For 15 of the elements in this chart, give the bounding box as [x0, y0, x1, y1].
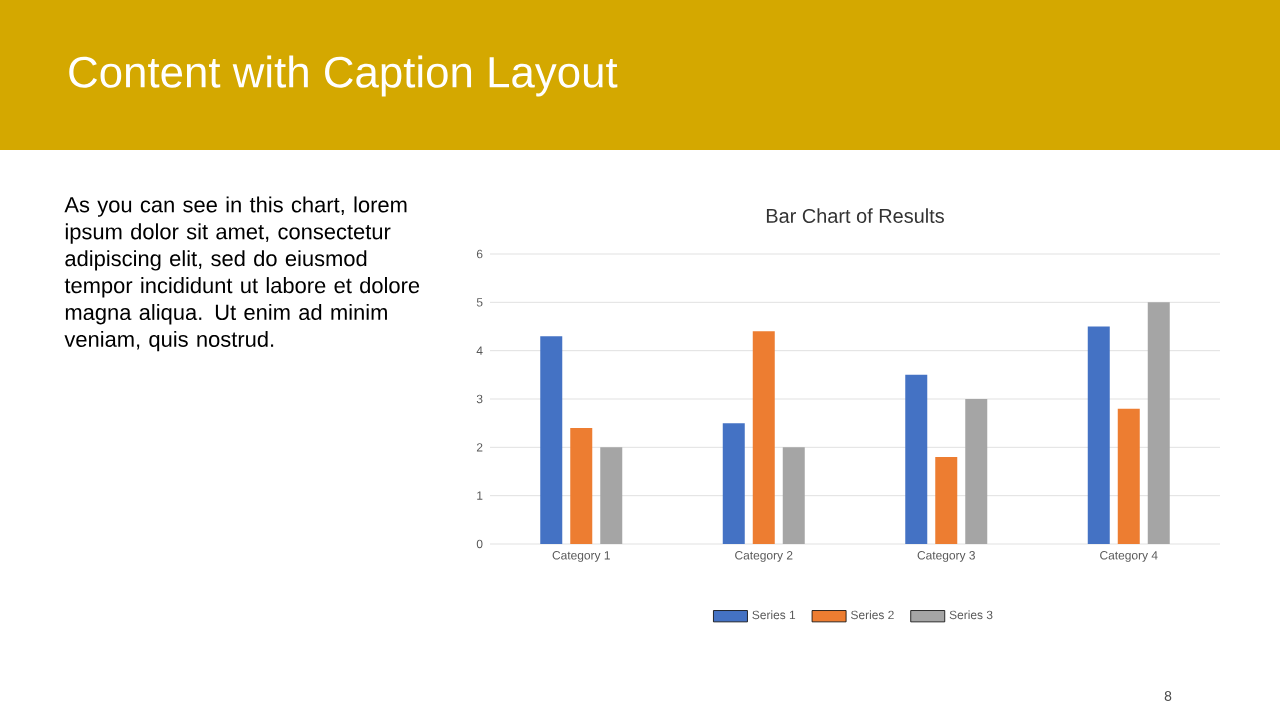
bar: [965, 399, 988, 544]
text: As you can see in this chart, lorem ipsum dolor sit amet, consectetur adipiscing elit, sed do eiusmod tempor incididunt ut labore et dolore magna aliqua. Ut enim ad minim veniam, quis nostrud.: [64, 196, 420, 352]
bar: [600, 447, 623, 544]
text: Content with Caption Layout: [69, 55, 618, 97]
bar: [752, 331, 775, 544]
bar: [722, 423, 745, 544]
bar: [905, 374, 928, 544]
bar: [935, 457, 958, 544]
bar: [540, 336, 563, 544]
bar: [1087, 326, 1110, 544]
chart-title: Bar Chart of Results: [766, 208, 944, 223]
bar: [570, 428, 593, 544]
bar: [782, 447, 805, 544]
bar: [1117, 408, 1140, 544]
bar: [1147, 302, 1170, 544]
